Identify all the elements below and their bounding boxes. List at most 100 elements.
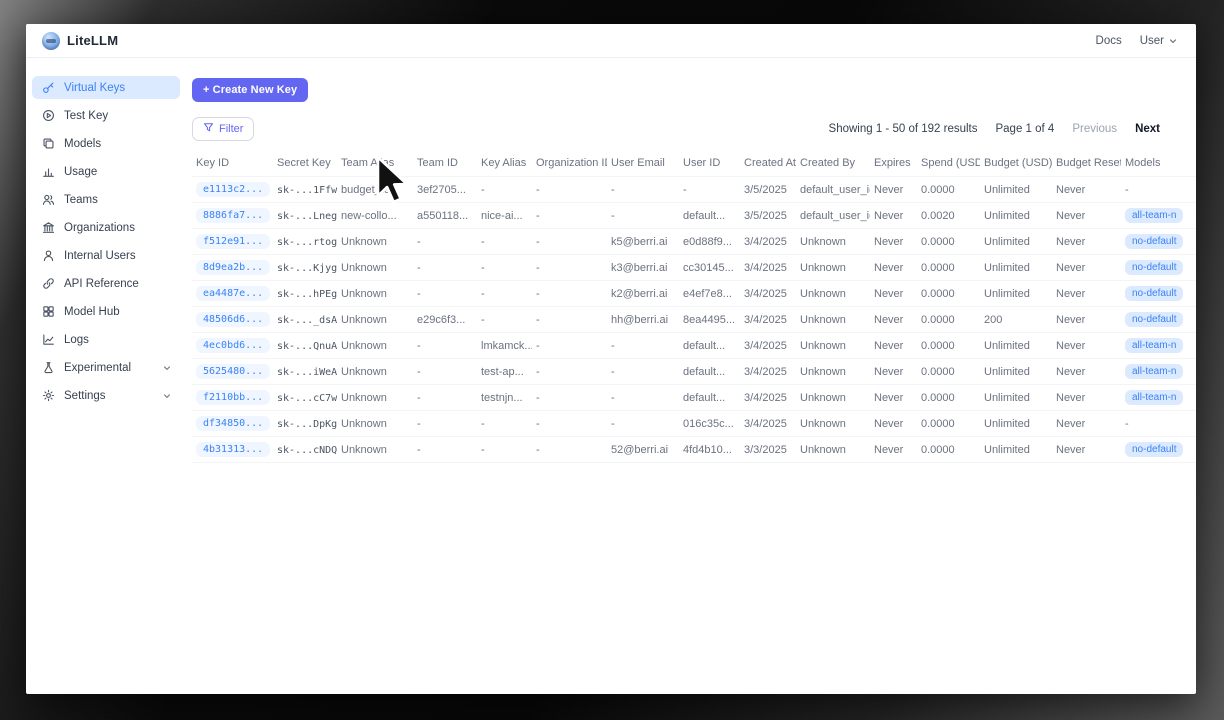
- cell-user_id: 4a92239...: [679, 462, 740, 463]
- cell-key_id: 5625480...: [192, 358, 273, 385]
- key-id-badge[interactable]: 8d9ea2b...: [196, 260, 271, 275]
- cell-team_alias: Unknown: [337, 358, 413, 385]
- filter-button[interactable]: Filter: [192, 117, 255, 141]
- cell-created_at: 3/4/2025: [740, 384, 796, 411]
- cell-key_id: 8886fa7...: [192, 202, 273, 229]
- sidebar-item-logs[interactable]: Logs: [32, 328, 180, 351]
- cell-spend: 0.0020: [917, 202, 980, 229]
- sidebar-item-api-reference[interactable]: API Reference: [32, 272, 180, 295]
- user-icon: [42, 249, 55, 262]
- key-id-badge[interactable]: 4ec0bd6...: [196, 338, 271, 353]
- cell-key_id: 48506d6...: [192, 306, 273, 333]
- create-new-key-button[interactable]: + Create New Key: [192, 78, 309, 102]
- cell-budget_reset: Never: [1052, 332, 1121, 359]
- teams-icon: [42, 193, 55, 206]
- results-summary: Showing 1 - 50 of 192 results: [828, 123, 978, 135]
- key-id-badge[interactable]: ea4487e...: [196, 286, 271, 301]
- cell-org_id: -: [532, 384, 607, 411]
- cell-team_alias: new-collo...: [337, 202, 413, 229]
- cell-budget_reset: Never: [1052, 228, 1121, 255]
- cell-org_id: -: [532, 202, 607, 229]
- key-id-badge[interactable]: df34850...: [196, 416, 271, 431]
- cell-created_by: Unknown: [796, 384, 870, 411]
- key-id-badge[interactable]: f2110bb...: [196, 390, 271, 405]
- table-row[interactable]: 8886fa7... sk-...Lneg new-collo... a550118.…: [192, 202, 1196, 229]
- key-id-badge[interactable]: f512e91...: [196, 234, 271, 249]
- sidebar-item-label: Experimental: [64, 361, 132, 374]
- cell-expires: Never: [870, 384, 917, 411]
- cell-spend: 0.0000: [917, 384, 980, 411]
- key-id-badge[interactable]: 8886fa7...: [196, 208, 271, 223]
- secret-key-value: sk-...Kjyg: [277, 262, 337, 274]
- table-row[interactable]: f2110bb... sk-...cC7w Unknown - testnjn... - -…: [192, 384, 1196, 411]
- cell-secret_key: sk-...DpKg: [273, 410, 337, 437]
- column-header-spend: Spend (USD): [921, 157, 980, 169]
- cell-created_at: 3/4/2025: [740, 228, 796, 255]
- cell-created_by: default_user_id: [796, 176, 870, 203]
- cell-spend: 0.0000: [917, 410, 980, 437]
- cell-budget_reset: Never: [1052, 410, 1121, 437]
- key-id-badge[interactable]: 5625480...: [196, 364, 271, 379]
- table-row[interactable]: ea4487e... sk-...hPEg Unknown - - - k2@berri.a…: [192, 280, 1196, 307]
- cell-user_id: default...: [679, 332, 740, 359]
- cell-secret_key: sk-...Kjyg: [273, 254, 337, 281]
- table-row[interactable]: 8d9ea2b... sk-...Kjyg Unknown - - - k3@berri.a…: [192, 254, 1196, 281]
- sidebar-item-teams[interactable]: Teams: [32, 188, 180, 211]
- cell-expires: Never: [870, 332, 917, 359]
- cell-key_id: f2110bb...: [192, 384, 273, 411]
- cell-org_id: -: [532, 228, 607, 255]
- cell-team_alias: Unknown: [337, 280, 413, 307]
- docs-link[interactable]: Docs: [1095, 34, 1122, 47]
- table-row[interactable]: 5625480... sk-...iWeA Unknown - test-ap... - -…: [192, 358, 1196, 385]
- table-row[interactable]: 48506d6... sk-..._dsA Unknown e29c6f3... - - h…: [192, 306, 1196, 333]
- sidebar-item-models[interactable]: Models: [32, 132, 180, 155]
- sidebar-item-experimental[interactable]: Experimental: [32, 356, 180, 379]
- user-menu[interactable]: User: [1140, 35, 1178, 47]
- sidebar-item-label: Usage: [64, 165, 98, 178]
- models-icon: [42, 137, 55, 150]
- key-id-badge[interactable]: 48506d6...: [196, 312, 271, 327]
- column-header-expires: Expires: [874, 157, 911, 169]
- models-badge: all-team-n: [1125, 390, 1184, 405]
- cell-key_alias: -: [477, 306, 532, 333]
- secret-key-value: sk-...cNDQ: [277, 444, 337, 456]
- key-id-badge[interactable]: 4b31313...: [196, 442, 271, 457]
- cell-team_id: -: [413, 462, 477, 463]
- keys-table-container[interactable]: Key ID Secret Key Team Alias Team ID Key Ali…: [192, 151, 1196, 463]
- column-header-models: Models: [1125, 157, 1161, 169]
- table-row[interactable]: df34850... sk-...DpKg Unknown - - - -016c35c..…: [192, 410, 1196, 437]
- table-row[interactable]: f512e91... sk-...rtog Unknown - - - k5@berri.a…: [192, 228, 1196, 255]
- cell-expires: Never: [870, 228, 917, 255]
- next-page-button[interactable]: Next: [1135, 123, 1160, 135]
- cell-secret_key: sk-...hPEg: [273, 280, 337, 307]
- cell-spend: 0.0000: [917, 436, 980, 463]
- cell-budget: Unlimited: [980, 384, 1052, 411]
- table-row[interactable]: 4db0218...sk-...f3QQUnknown---n8@berri.a…: [192, 462, 1196, 463]
- cell-created_at: 3/4/2025: [740, 280, 796, 307]
- sidebar-item-model-hub[interactable]: Model Hub: [32, 300, 180, 323]
- table-row[interactable]: e1113c2... sk-...1Ffw budget_te... 3ef2705.…: [192, 176, 1196, 203]
- sidebar-item-test-key[interactable]: Test Key: [32, 104, 180, 127]
- cell-models: -: [1121, 410, 1196, 437]
- grid-icon: [42, 305, 55, 318]
- cell-user_id: cc30145...: [679, 254, 740, 281]
- table-row[interactable]: 4b31313... sk-...cNDQ Unknown - - -52@berri.a…: [192, 436, 1196, 463]
- cell-budget: Unlimited: [980, 202, 1052, 229]
- cell-key_id: 4db0218...: [192, 462, 273, 463]
- cell-budget: Unlimited: [980, 332, 1052, 359]
- previous-page-button[interactable]: Previous: [1072, 123, 1118, 135]
- cell-spend: 0.0000: [917, 254, 980, 281]
- cell-team_id: -: [413, 228, 477, 255]
- sidebar-item-virtual-keys[interactable]: Virtual Keys: [32, 76, 180, 99]
- sidebar-item-settings[interactable]: Settings: [32, 384, 180, 407]
- table-row[interactable]: 4ec0bd6... sk-...QnuA Unknown - lmkamck... - -…: [192, 332, 1196, 359]
- cell-budget_reset: Never: [1052, 436, 1121, 463]
- cell-models: all-team-n: [1121, 384, 1196, 411]
- cell-org_id: -: [532, 280, 607, 307]
- sidebar-item-internal-users[interactable]: Internal Users: [32, 244, 180, 267]
- key-id-badge[interactable]: e1113c2...: [196, 182, 271, 197]
- cell-key_alias: testnjn...: [477, 384, 532, 411]
- cell-created_by: Unknown: [796, 254, 870, 281]
- sidebar-item-usage[interactable]: Usage: [32, 160, 180, 183]
- sidebar-item-organizations[interactable]: Organizations: [32, 216, 180, 239]
